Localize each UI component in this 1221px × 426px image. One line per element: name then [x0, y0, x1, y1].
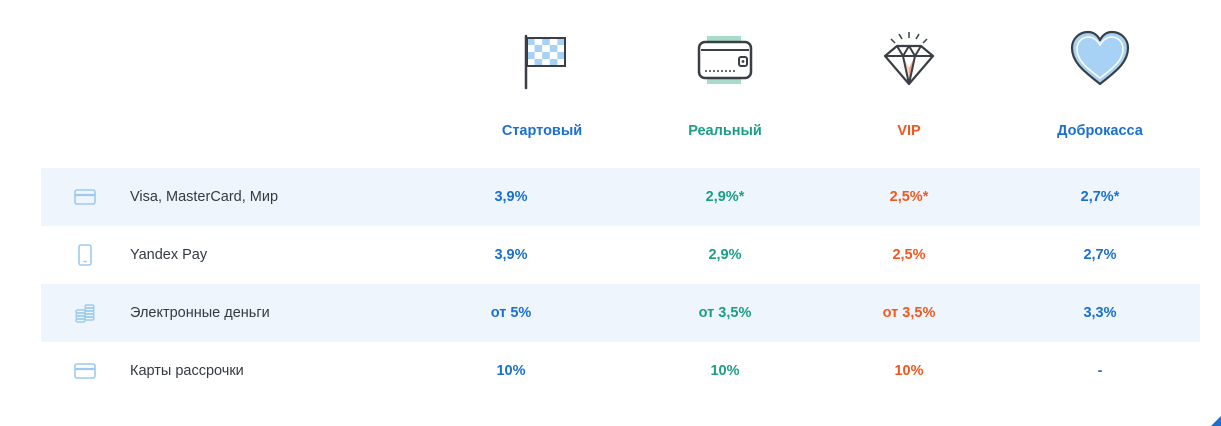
smartphone-icon: [73, 243, 97, 267]
value-vip: 2,5%*: [889, 189, 929, 205]
row-label: Электронные деньги: [130, 305, 270, 321]
row-label: Yandex Pay: [130, 247, 208, 263]
value-starter: 3,9%: [494, 247, 528, 263]
table-row: Карты рассрочки 10% 10% 10% -: [41, 342, 1200, 400]
row-label: Карты рассрочки: [130, 363, 244, 379]
value-starter: 3,9%: [494, 189, 528, 205]
checkered-flag-icon: [510, 28, 574, 92]
wallet-icon: [693, 28, 757, 92]
value-real: 10%: [710, 363, 740, 379]
value-starter: 10%: [496, 363, 526, 379]
value-starter: от 5%: [490, 305, 532, 321]
value-real: 2,9%: [708, 247, 742, 263]
plan-name-vip: VIP: [897, 123, 921, 139]
plan-dobrokassa: Доброкасса: [1010, 0, 1190, 160]
value-vip: 10%: [894, 363, 924, 379]
value-real: от 3,5%: [698, 305, 752, 321]
plan-vip: VIP: [819, 0, 999, 160]
table-row: Электронные деньги от 5% от 3,5% от 3,5%…: [41, 284, 1200, 342]
value-vip: от 3,5%: [882, 305, 936, 321]
plan-name-starter: Стартовый: [501, 123, 583, 139]
diamond-icon: [877, 28, 941, 92]
fees-table: Visa, MasterCard, Мир 3,9% 2,9%* 2,5%* 2…: [41, 168, 1200, 400]
credit-card-icon: [73, 185, 97, 209]
plan-name-real: Реальный: [688, 123, 762, 139]
value-dobrokassa: 3,3%: [1083, 305, 1117, 321]
row-label: Visa, MasterCard, Мир: [130, 189, 279, 205]
coins-icon: [73, 301, 97, 325]
value-dobrokassa: -: [1097, 363, 1103, 379]
value-dobrokassa: 2,7%*: [1080, 189, 1120, 205]
plans-header: Стартовый Реальный: [0, 0, 1221, 160]
plan-name-dobrokassa: Доброкасса: [1057, 123, 1143, 139]
table-row: Yandex Pay 3,9% 2,9% 2,5% 2,7%: [41, 226, 1200, 284]
plan-real: Реальный: [635, 0, 815, 160]
value-vip: 2,5%: [892, 247, 926, 263]
heart-icon: [1068, 28, 1132, 92]
corner-decoration: [1211, 416, 1221, 426]
value-dobrokassa: 2,7%: [1083, 247, 1117, 263]
value-real: 2,9%*: [705, 189, 745, 205]
table-row: Visa, MasterCard, Мир 3,9% 2,9%* 2,5%* 2…: [41, 168, 1200, 226]
plan-starter: Стартовый: [452, 0, 632, 160]
credit-card-icon: [73, 359, 97, 383]
